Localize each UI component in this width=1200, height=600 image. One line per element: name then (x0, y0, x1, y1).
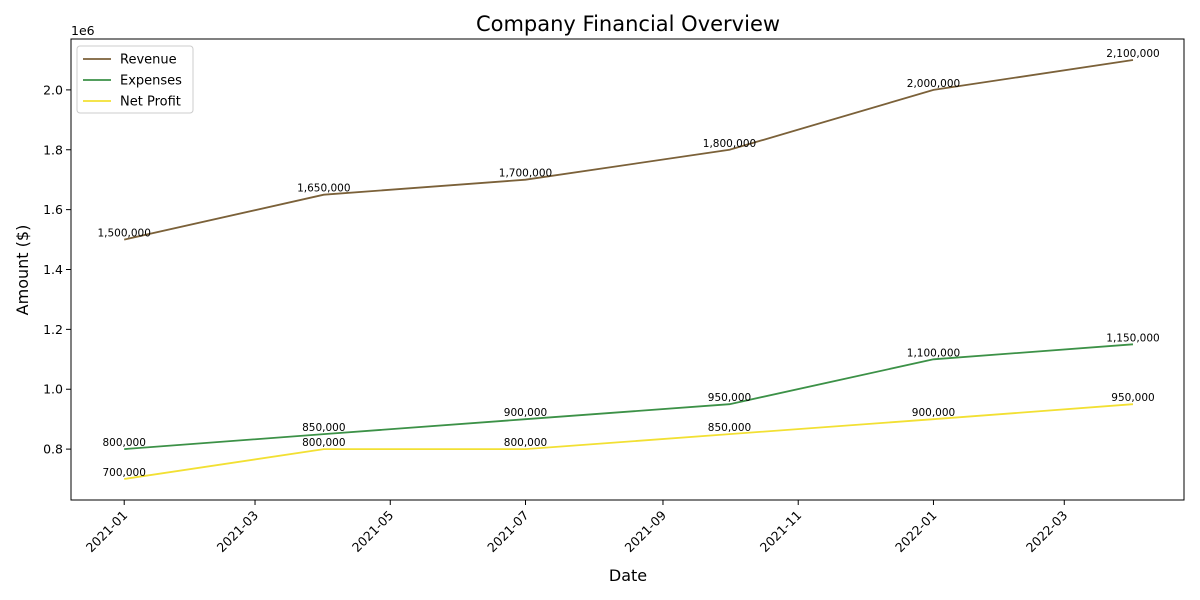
data-label: 900,000 (912, 407, 955, 419)
data-label: 950,000 (708, 392, 751, 404)
legend-entry: Revenue (120, 53, 177, 68)
legend-entry: Expenses (120, 74, 182, 89)
series-line-revenue (124, 59, 1134, 241)
series-line-expenses (124, 343, 1134, 450)
x-tick-label: 2021-05 (349, 508, 397, 556)
legend-entry: Net Profit (120, 95, 181, 110)
x-axis-title: Date (609, 566, 647, 585)
y-tick-label: 1.6 (43, 202, 63, 217)
y-tick-label: 0.8 (43, 442, 63, 457)
y-tick-label: 1.8 (43, 142, 63, 157)
x-axis: 2021-01 2021-03 2021-05 2021-07 2021-09 2021-… (83, 500, 1071, 556)
y-axis-title: Amount ($) (13, 225, 32, 316)
data-label: 1,800,000 (703, 138, 756, 150)
data-label: 2,100,000 (1106, 48, 1159, 60)
data-label: 1,100,000 (907, 347, 960, 359)
x-tick-label: 2022-01 (892, 508, 940, 556)
y-axis: 0.8 1.0 1.2 1.4 1.6 1.8 2.0 (43, 82, 71, 457)
y-tick-label: 1.4 (43, 262, 63, 277)
x-tick-label: 2022-03 (1023, 508, 1071, 556)
chart-title: Company Financial Overview (476, 12, 780, 36)
plot-area: 1,500,000 1,650,000 1,700,000 1,800,000 2,00… (97, 48, 1160, 480)
data-label: 850,000 (708, 422, 751, 434)
x-tick-label: 2021-11 (757, 508, 805, 556)
data-label: 950,000 (1111, 392, 1154, 404)
legend: Revenue Expenses Net Profit (76, 45, 194, 114)
data-label: 800,000 (102, 437, 145, 449)
plot-frame (70, 38, 1185, 501)
data-label: 1,500,000 (97, 228, 150, 240)
data-label: 800,000 (504, 437, 547, 449)
series-line-net-profit (124, 403, 1134, 480)
x-tick-label: 2021-03 (214, 508, 262, 556)
y-tick-label: 1.0 (43, 382, 63, 397)
x-tick-label: 2021-09 (622, 507, 670, 555)
data-label: 1,150,000 (1106, 332, 1159, 344)
legend-box (76, 45, 194, 114)
data-label: 800,000 (302, 437, 345, 449)
data-label: 700,000 (102, 467, 145, 479)
x-tick-label: 2021-01 (83, 508, 131, 556)
y-tick-label: 2.0 (43, 82, 63, 97)
data-label: 1,700,000 (499, 168, 552, 180)
data-label: 850,000 (302, 422, 345, 434)
y-axis-offset-text: 1e6 (71, 23, 95, 38)
data-label: 2,000,000 (907, 78, 960, 90)
data-label: 1,650,000 (297, 183, 350, 195)
x-tick-label: 2021-07 (484, 508, 532, 556)
y-tick-label: 1.2 (43, 322, 63, 337)
data-label: 900,000 (504, 407, 547, 419)
